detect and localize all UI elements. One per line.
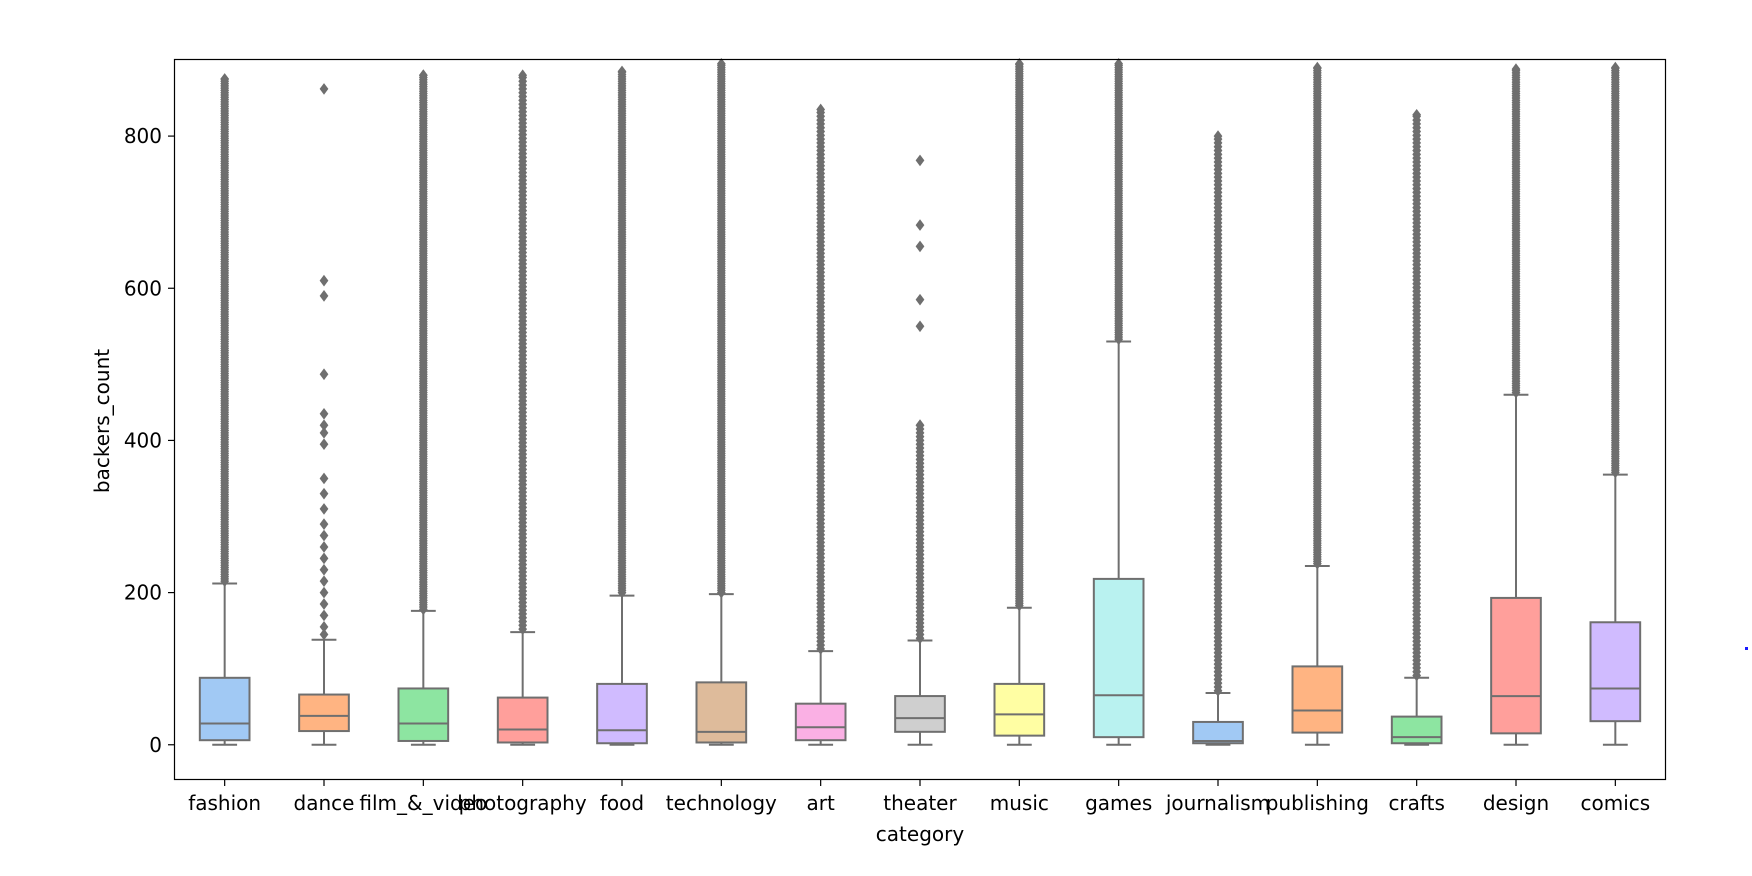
outlier-point [518, 69, 528, 82]
iqr-box [1291, 665, 1344, 734]
outlier-point [1213, 130, 1223, 142]
outlier-point [319, 529, 329, 542]
outlier-point [319, 598, 329, 610]
edge-marker [1745, 647, 1748, 650]
x-tick-label: photography [459, 791, 587, 815]
outlier-point [319, 575, 329, 588]
iqr-box [794, 702, 847, 742]
outlier-point [220, 73, 230, 85]
y-tick-label: 400 [124, 428, 162, 452]
iqr-box [198, 676, 251, 742]
outlier-point [319, 290, 329, 302]
y-tick-label: 0 [149, 733, 162, 757]
outlier-point [915, 154, 925, 167]
outlier-point [319, 83, 329, 95]
outlier-point [319, 620, 329, 633]
iqr-box [298, 693, 350, 733]
x-tick-label: design [1483, 791, 1549, 815]
x-tick-label: music [990, 791, 1049, 815]
box-journalism [1192, 130, 1244, 746]
outlier-point [319, 503, 329, 515]
box-dance [298, 83, 350, 746]
iqr-box [993, 682, 1046, 737]
box-film-video [397, 69, 450, 746]
iqr-box [1192, 720, 1244, 745]
iqr-box [496, 696, 549, 744]
outlier-point [617, 65, 627, 78]
box-technology [695, 57, 748, 746]
outlier-point [1511, 63, 1521, 75]
x-tick-label: film_&_video [359, 791, 487, 815]
iqr-box [1092, 577, 1145, 739]
box-theater [894, 154, 946, 746]
x-tick-label: publishing [1266, 791, 1369, 815]
box-photography [496, 69, 549, 746]
x-tick-label: food [600, 791, 644, 815]
x-tick-label: journalism [1165, 791, 1270, 815]
outlier-point [915, 240, 925, 253]
outlier-point [418, 69, 428, 82]
iqr-box [397, 687, 450, 742]
outlier-point [319, 541, 329, 553]
iqr-box [1390, 715, 1443, 745]
outlier-point [1412, 108, 1422, 121]
iqr-box [596, 682, 648, 745]
x-axis-label: category [876, 822, 965, 846]
outlier-point [319, 472, 329, 485]
x-tick-label: crafts [1388, 791, 1444, 815]
y-axis-label: backers_count [90, 349, 114, 493]
plot-area [198, 57, 1642, 746]
box-publishing [1291, 61, 1344, 746]
x-tick-label: theater [883, 791, 957, 815]
outlier-point [319, 487, 329, 500]
x-tick-label: art [807, 791, 835, 815]
outlier-point [915, 293, 925, 306]
box-art [794, 103, 847, 746]
outlier-point [319, 609, 329, 622]
outlier-point [319, 552, 329, 565]
iqr-box [894, 695, 946, 733]
box-design [1490, 63, 1542, 746]
x-tick-label: technology [666, 791, 777, 815]
outlier-point [1610, 61, 1620, 74]
box-crafts [1390, 108, 1443, 746]
outlier-point [716, 57, 726, 70]
outlier-point [1114, 57, 1124, 70]
y-axis-ticks: 0 200 400 600 800 [124, 124, 175, 757]
outlier-point [915, 219, 925, 231]
outlier-point [319, 368, 329, 381]
outlier-point [319, 438, 329, 451]
outlier-point [319, 586, 329, 599]
outlier-point [1014, 57, 1024, 70]
iqr-box [695, 681, 748, 744]
outlier-point [915, 320, 925, 333]
x-tick-label: comics [1580, 791, 1650, 815]
outlier-point [319, 426, 329, 439]
iqr-box [1589, 621, 1642, 723]
outlier-point [1312, 61, 1322, 74]
outlier-point [319, 274, 329, 287]
x-tick-label: fashion [188, 791, 261, 815]
x-tick-label: games [1085, 791, 1152, 815]
y-tick-label: 800 [124, 124, 162, 148]
box-fashion [198, 73, 251, 746]
y-tick-label: 600 [124, 276, 162, 300]
box-comics [1589, 61, 1642, 746]
outlier-point [319, 563, 329, 576]
x-tick-label: dance [294, 791, 355, 815]
y-tick-label: 200 [124, 581, 162, 605]
outlier-point [319, 407, 329, 420]
iqr-box [1490, 596, 1542, 735]
outlier-point [319, 518, 329, 530]
outlier-point [915, 419, 925, 432]
box-music [993, 57, 1046, 746]
box-food [596, 65, 648, 746]
outlier-point [319, 419, 329, 432]
outlier-point [816, 103, 826, 116]
box-games [1092, 57, 1145, 746]
